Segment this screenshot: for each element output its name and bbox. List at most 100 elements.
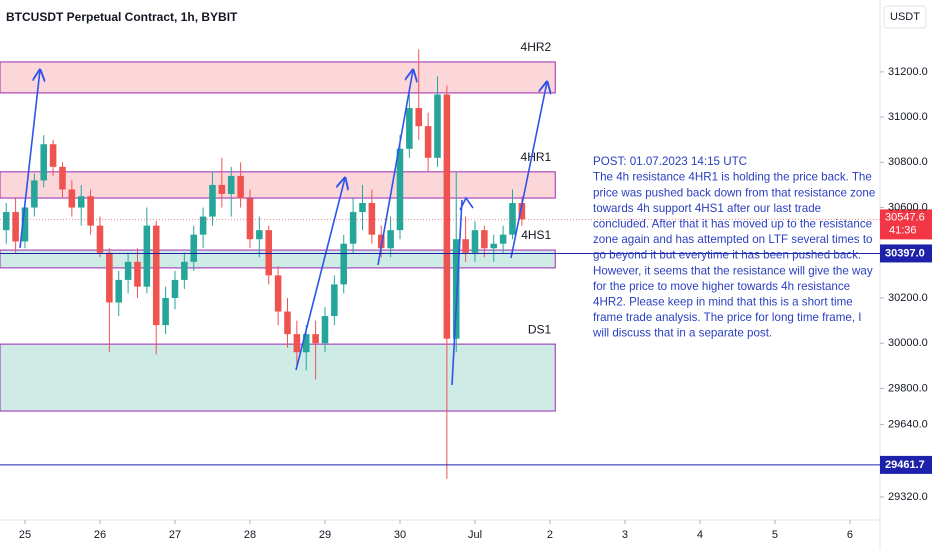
x-tick-label: Jul [468,529,482,541]
zone-label: DS1 [528,322,552,336]
y-tick-label: 30200.0 [888,292,928,304]
arrow [295,178,345,371]
candle-body [96,225,104,253]
candle-body [181,261,188,280]
candle-body [471,230,479,253]
zone [0,171,556,199]
price-label: 30397.0 [885,247,925,259]
candle-body [190,234,198,262]
price-label-box [880,455,932,474]
candle-body [115,279,123,303]
candle-body [518,203,526,220]
currency[interactable]: USDT [890,11,920,23]
candle-body [40,144,48,181]
annotation-line: go beyond it but everytime it has been p… [593,249,861,262]
candle-body [359,203,366,213]
zone-label: 4HR1 [521,150,552,164]
candles [2,49,526,479]
candle-body [312,334,319,344]
candle-body [415,108,423,127]
price-label: 29461.7 [885,459,925,471]
annotation-line: price was pushed back down from that res… [593,186,875,199]
x-tick-label: 29 [319,529,331,541]
candle-body [377,234,385,249]
candle-body [124,261,132,280]
arrow [377,70,413,266]
arrow [451,199,463,386]
x-tick-label: 3 [622,529,628,541]
candle-body [246,198,254,240]
y-tick-label: 29640.0 [888,418,928,430]
x-tick-label: 4 [697,529,703,541]
candle-body [199,216,207,235]
annotation-line: concluded. After that it has moved up to… [593,217,872,230]
candle-body [284,311,291,335]
annotation-line: frame trade analysis. The price for long… [593,311,862,324]
x-tick-label: 28 [244,529,256,541]
x-tick-label: 6 [847,529,853,541]
last-price-label: 30547.6 [885,211,925,223]
candle-body [293,334,301,353]
last-price-box [880,209,932,240]
x-tick-label: 25 [19,529,31,541]
candle-body [227,175,235,194]
candle-body [237,175,244,199]
candle-body [302,334,310,353]
annotation-line: However, it seems that the resistance wi… [593,264,873,277]
candle-body [218,184,226,194]
candle-body [321,316,329,344]
x-tick-label: 26 [94,529,106,541]
candle-body [490,243,498,249]
y-tick-label: 30800.0 [888,156,928,168]
candle-body [68,189,76,208]
x-tick-label: 30 [394,529,406,541]
candle-body [406,108,413,149]
candle-body [387,230,394,249]
candle-body [274,275,282,312]
candle-body [331,284,338,317]
candle-body [152,225,160,326]
candle-body [209,184,216,217]
arrow [510,82,547,259]
candle-body [12,212,19,242]
candle-body [462,239,469,253]
annotation-line: will discuss that in a separate post. [592,327,772,340]
arrow [19,70,40,249]
annotation-line: POST: 01.07.2023 14:15 UTC [593,155,747,168]
candle-body [143,225,151,287]
annotation-line: 4HR2. Please keep in mind that this is a… [593,295,853,308]
y-tick-label: 31200.0 [888,66,928,78]
candle-body [481,230,488,249]
y-tick-label: 30000.0 [888,337,928,349]
x-tick-label: 27 [169,529,181,541]
candle-body [265,230,273,276]
candle-body [509,203,516,235]
candle-body [2,212,10,231]
candle-body [368,203,376,235]
y-tick-label: 29320.0 [888,491,928,503]
annotation-line: zone again and has attempted on LTF seve… [593,233,872,246]
annotation-line: for the price to move higher towards 4h … [593,280,850,293]
candle-body [87,196,94,226]
zone-label: 4HR2 [521,40,552,54]
currency-button[interactable] [883,5,927,29]
arrow-head [459,196,474,211]
overlay: 30397.0 29461.7 30547.641:36 POST: 01.07.20… [0,155,932,474]
price-label-box [880,244,932,263]
zone [0,343,556,412]
candle-body [340,243,348,285]
chart-title: BTCUSDT Perpetual Contract, 1h, BYBIT [6,10,238,24]
candle-body [452,239,460,339]
y-tick-label: 29800.0 [888,382,928,394]
countdown: 41:36 [889,224,917,236]
candle-body [171,279,179,298]
x-tick-label: 2 [547,529,553,541]
annotation-line: The 4h resistance 4HR1 is holding the pr… [593,171,872,184]
y-tick-label: 31000.0 [888,111,928,123]
arrows [19,70,547,386]
candle-body [162,297,169,326]
annotation-line: towards 4h support 4HS1 after our last t… [593,202,821,215]
candle-body [349,212,357,244]
candle-body [424,126,432,158]
